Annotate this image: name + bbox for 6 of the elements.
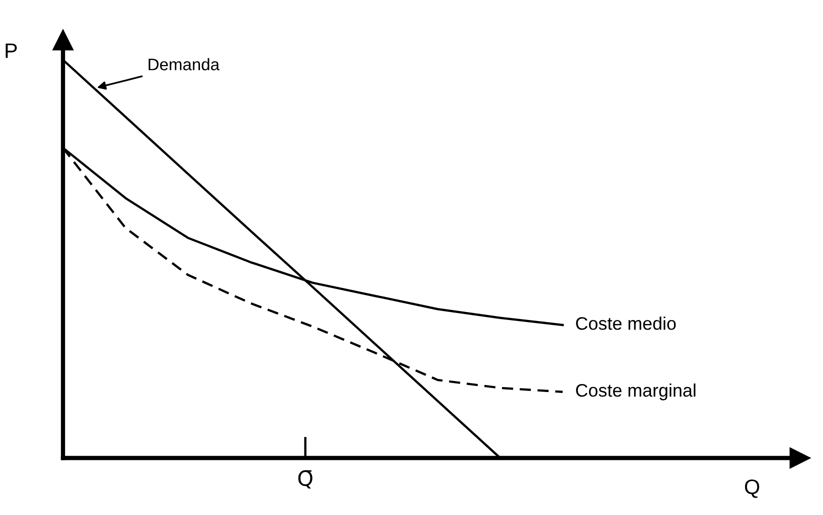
text: Q	[744, 479, 760, 498]
series-label: Coste medio	[576, 316, 676, 330]
text: Q̄	[298, 470, 312, 488]
series-label: Coste marginal	[576, 384, 696, 400]
annotation: Demanda	[148, 58, 220, 70]
y-axis-title: P	[6, 44, 17, 58]
